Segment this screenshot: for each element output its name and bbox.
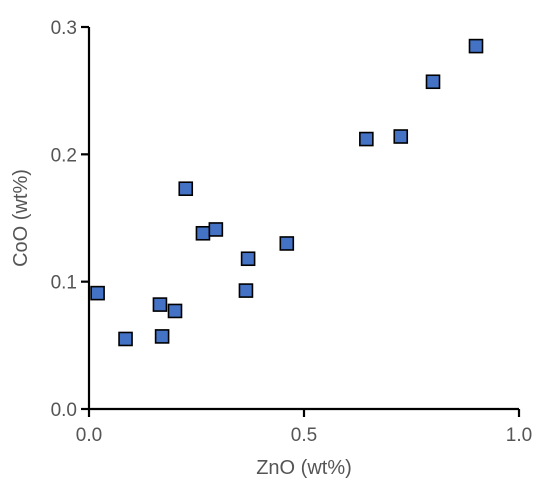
data-point — [178, 181, 194, 197]
x-axis-title: ZnO (wt%) — [256, 457, 352, 479]
data-point — [425, 74, 441, 90]
data-point — [154, 329, 170, 344]
data-point — [279, 236, 295, 251]
y-tick-label: 0.2 — [51, 145, 77, 166]
data-points — [90, 38, 484, 347]
data-point — [195, 225, 211, 241]
data-point — [152, 297, 168, 312]
y-axis-ticks: 0.0 0.1 0.2 0.3 — [51, 18, 89, 421]
axes — [87, 27, 519, 411]
y-tick-label: 0.0 — [51, 400, 77, 421]
data-point — [118, 331, 133, 347]
data-point — [468, 38, 484, 54]
x-tick-label: 0.0 — [76, 425, 102, 446]
data-point — [90, 285, 105, 301]
data-point — [167, 303, 183, 319]
data-point — [393, 129, 409, 144]
data-point — [359, 131, 374, 147]
data-point — [240, 251, 256, 267]
x-tick-label: 1.0 — [506, 425, 532, 446]
data-point — [238, 283, 254, 298]
y-tick-label: 0.3 — [51, 18, 77, 39]
y-tick-label: 0.1 — [51, 273, 77, 294]
data-point — [208, 222, 224, 237]
y-axis-title: CoO (wt%) — [10, 169, 32, 267]
x-tick-label: 0.5 — [291, 425, 317, 446]
x-axis-ticks: 0.0 0.5 1.0 — [76, 409, 532, 446]
